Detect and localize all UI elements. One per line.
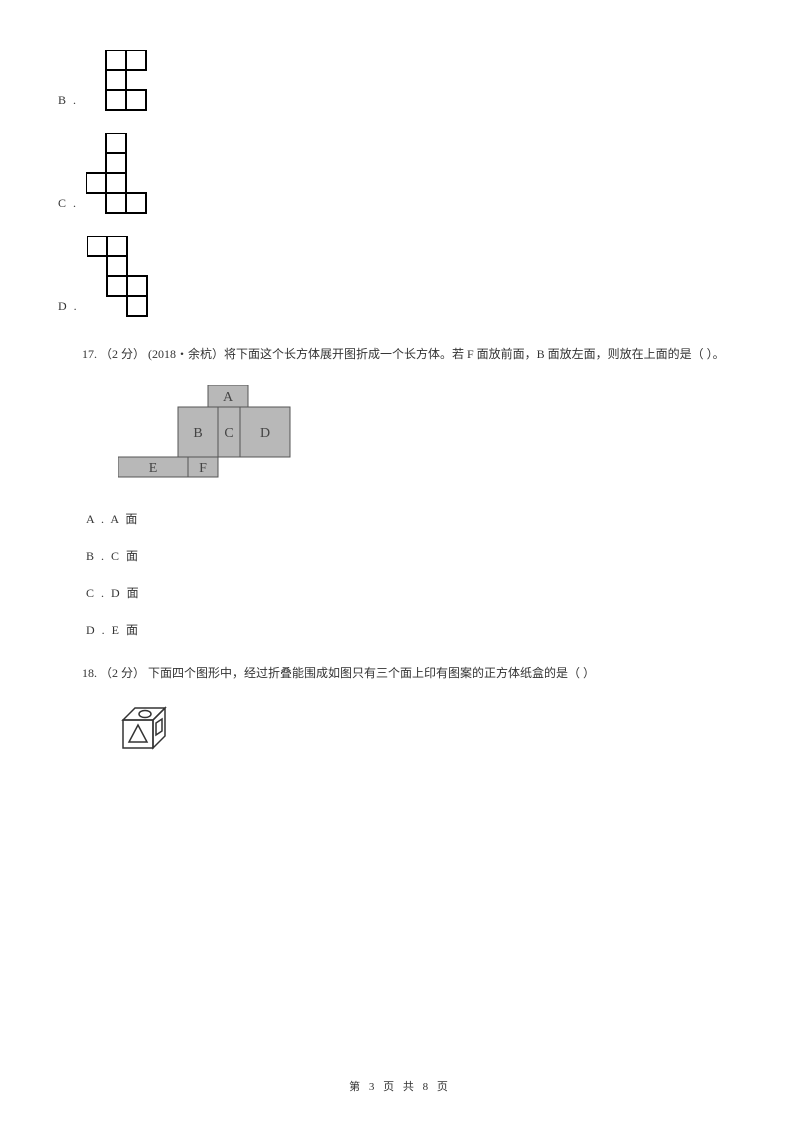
option-d-label: D . <box>58 297 79 321</box>
svg-text:E: E <box>149 461 158 476</box>
option-c-label: C . <box>58 194 78 218</box>
net-diagram-d <box>87 236 157 321</box>
q17-choice-a: A . A 面 <box>86 510 742 529</box>
option-b-label: B . <box>58 91 78 115</box>
svg-text:F: F <box>199 461 207 476</box>
option-b-row: B . <box>58 50 742 115</box>
option-c-row: C . <box>58 133 742 218</box>
cube-icon <box>118 705 173 753</box>
q17-choice-c: C . D 面 <box>86 584 742 603</box>
page-footer: 第 3 页 共 8 页 <box>58 1079 742 1097</box>
q18-text: 18. （2 分） 下面四个图形中，经过折叠能围成如图只有三个面上印有图案的正方… <box>58 660 742 686</box>
q17-choice-b: B . C 面 <box>86 547 742 566</box>
q17-net-diagram: A B C D E F <box>118 385 298 485</box>
option-d-row: D . <box>58 236 742 321</box>
net-diagram-c <box>86 133 156 218</box>
svg-text:A: A <box>223 390 234 405</box>
svg-text:B: B <box>193 426 202 441</box>
net-diagram-b <box>86 50 156 115</box>
svg-text:C: C <box>224 426 233 441</box>
q17-choice-d: D . E 面 <box>86 621 742 640</box>
q18-cube-container <box>118 705 742 759</box>
svg-text:D: D <box>260 426 270 441</box>
q17-text: 17. （2 分） (2018・余杭）将下面这个长方体展开图折成一个长方体。若 … <box>58 341 742 367</box>
q17-net-container: A B C D E F <box>118 385 742 491</box>
